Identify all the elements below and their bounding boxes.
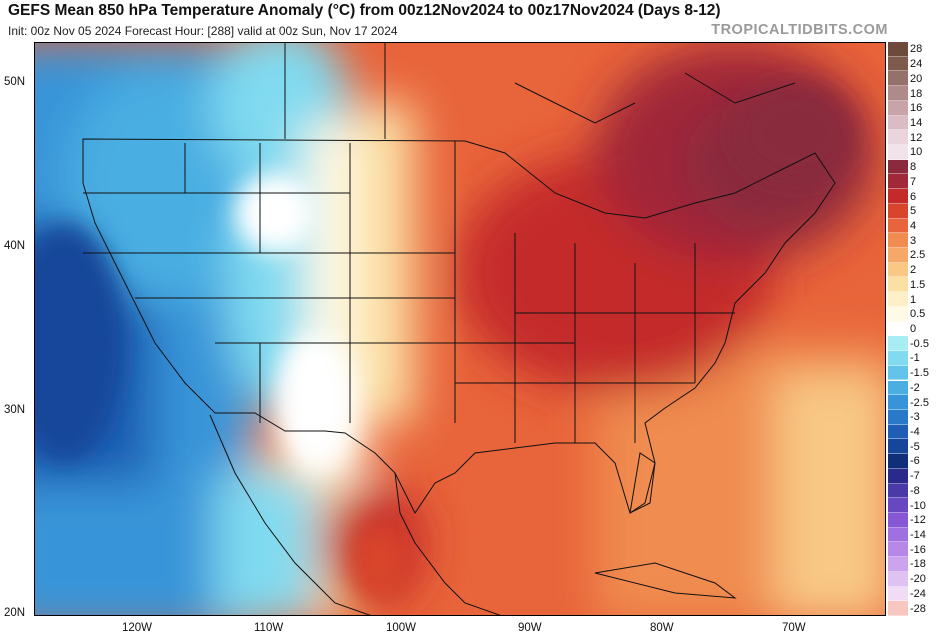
legend-label: 16 <box>910 102 923 115</box>
legend-swatch <box>888 248 908 263</box>
legend-label: 20 <box>910 72 923 85</box>
legend-swatch <box>888 601 908 616</box>
legend-swatch <box>888 56 908 72</box>
legend-swatch <box>888 512 908 528</box>
legend-label: -5 <box>910 440 920 453</box>
legend-swatch <box>888 262 908 278</box>
legend-swatch <box>888 468 908 484</box>
legend-swatch <box>888 365 908 381</box>
legend-label: -28 <box>910 602 926 615</box>
legend-swatch <box>888 42 908 57</box>
legend-label: 14 <box>910 116 923 129</box>
legend-label: -14 <box>910 529 926 542</box>
color-legend <box>888 42 908 616</box>
legend-label: -7 <box>910 470 920 483</box>
legend-label: 1 <box>910 293 917 306</box>
legend-label: 2.5 <box>910 249 926 262</box>
legend-label: -12 <box>910 514 926 527</box>
legend-swatch <box>888 159 908 175</box>
legend-swatch <box>888 336 908 352</box>
legend-swatch <box>888 557 908 572</box>
legend-label: 0 <box>910 323 917 335</box>
legend-swatch <box>888 145 908 160</box>
lon-label: 80W <box>650 622 674 634</box>
political-boundaries <box>82 43 836 615</box>
legend-label: 2 <box>910 264 917 277</box>
legend-swatch <box>888 380 908 396</box>
legend-label: -8 <box>910 484 920 497</box>
lon-label: 120W <box>122 622 153 634</box>
legend-label: -2.5 <box>910 396 929 409</box>
lon-label: 110W <box>254 622 284 634</box>
legend-swatch <box>888 409 908 425</box>
legend-label: -1.5 <box>910 367 929 380</box>
legend-swatch <box>888 100 908 116</box>
legend-label: -1 <box>910 352 920 365</box>
legend-label: -2 <box>910 381 920 394</box>
legend-swatch <box>888 292 908 307</box>
legend-swatch <box>888 174 908 190</box>
legend-swatch <box>888 306 908 322</box>
map-title: GEFS Mean 850 hPa Temperature Anomaly (°… <box>8 2 721 19</box>
anomaly-map <box>34 42 886 616</box>
legend-swatch <box>888 586 908 602</box>
anomaly-field <box>35 43 885 615</box>
legend-label: -24 <box>910 587 926 600</box>
legend-swatch <box>888 454 908 469</box>
legend-swatch <box>888 395 908 410</box>
legend-swatch <box>888 189 908 204</box>
legend-swatch <box>888 321 908 337</box>
legend-label: -3 <box>910 411 920 424</box>
legend-swatch <box>888 218 908 234</box>
lat-label: 50N <box>4 76 26 88</box>
credit-watermark: TROPICALTIDBITS.COM <box>711 22 888 38</box>
lon-label: 70W <box>782 622 806 634</box>
legend-label: 7 <box>910 175 917 188</box>
legend-label: 1.5 <box>910 278 926 291</box>
legend-swatch <box>888 439 908 455</box>
lat-label: 30N <box>4 404 26 416</box>
legend-label: -16 <box>910 543 926 556</box>
legend-label: 5 <box>910 205 917 218</box>
legend-swatch <box>888 498 908 513</box>
legend-swatch <box>888 483 908 499</box>
lat-label: 40N <box>4 240 26 252</box>
legend-swatch <box>888 115 908 131</box>
legend-swatch <box>888 71 908 87</box>
legend-label: 3 <box>910 234 917 247</box>
legend-swatch <box>888 571 908 587</box>
legend-label: 12 <box>910 131 923 144</box>
legend-swatch <box>888 277 908 293</box>
map-subtitle: Init: 00z Nov 05 2024 Forecast Hour: [28… <box>8 24 398 38</box>
legend-swatch <box>888 542 908 558</box>
legend-swatch <box>888 233 908 249</box>
legend-swatch <box>888 86 908 101</box>
legend-swatch <box>888 130 908 145</box>
legend-label: 6 <box>910 190 917 203</box>
legend-label: 8 <box>910 161 917 174</box>
legend-swatch <box>888 527 908 543</box>
legend-label: -4 <box>910 426 920 439</box>
legend-label: 0.5 <box>910 308 926 321</box>
legend-label: 18 <box>910 87 923 100</box>
legend-label: -20 <box>910 573 926 586</box>
lon-label: 90W <box>518 622 542 634</box>
legend-swatch <box>888 424 908 440</box>
legend-label: -10 <box>910 499 926 512</box>
legend-label: -6 <box>910 455 920 468</box>
legend-label: 28 <box>910 43 923 56</box>
legend-label: 4 <box>910 219 917 232</box>
legend-label: 24 <box>910 58 923 71</box>
legend-swatch <box>888 203 908 219</box>
legend-label: 10 <box>910 146 923 159</box>
lat-label: 20N <box>4 607 26 619</box>
legend-swatch <box>888 351 908 366</box>
legend-label: -0.5 <box>910 337 929 350</box>
lon-label: 100W <box>386 622 417 634</box>
legend-label: -18 <box>910 558 926 571</box>
